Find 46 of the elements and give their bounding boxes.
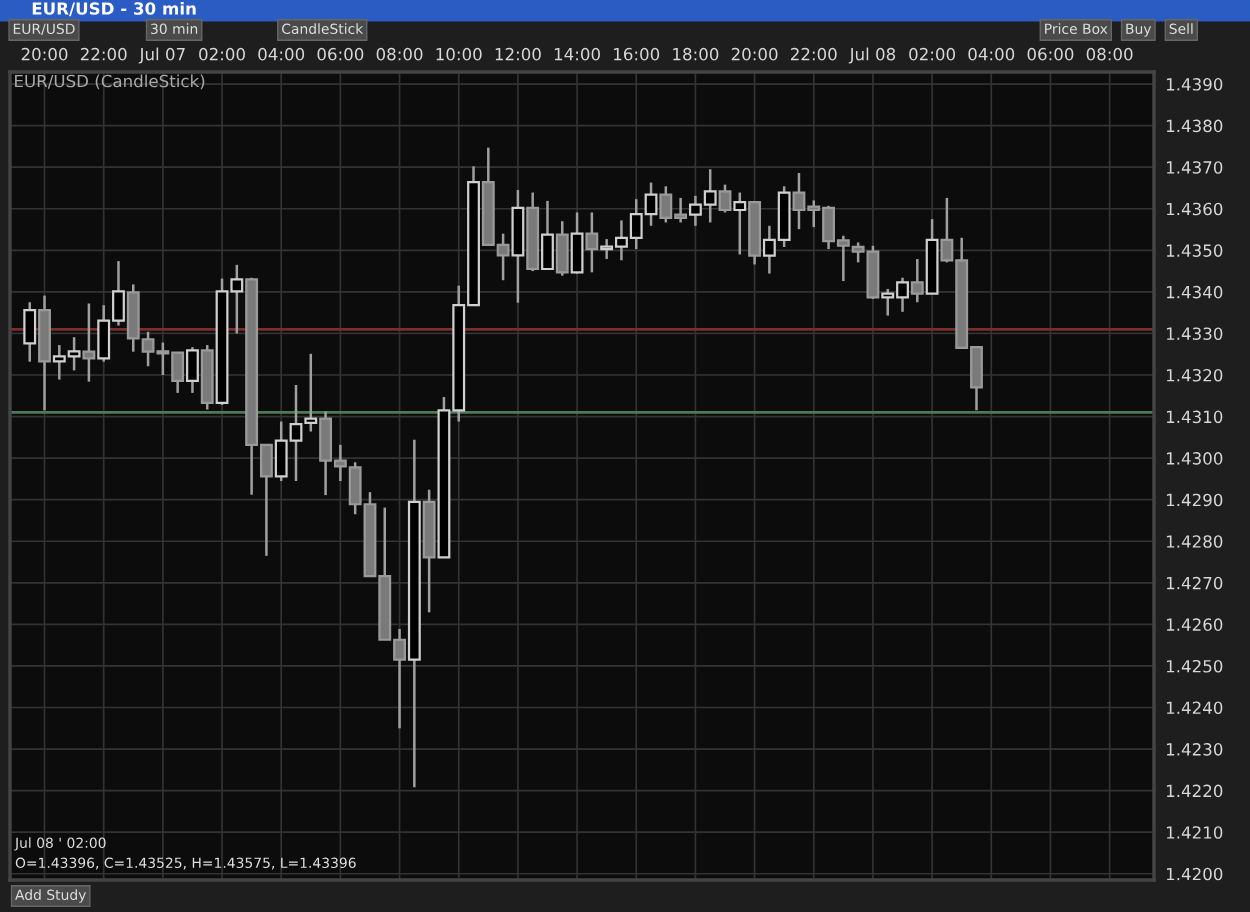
y-tick-label: 1.4390 <box>1166 78 1223 91</box>
x-tick-label: 02:00 <box>909 47 956 61</box>
x-tick-label: 10:00 <box>436 47 482 61</box>
chart-subtitle: EUR/USD (CandleStick) <box>15 74 205 90</box>
y-tick-label: 1.4250 <box>1166 659 1223 673</box>
x-tick-label: 12:00 <box>495 47 541 61</box>
y-tick-label: 1.4340 <box>1166 285 1223 299</box>
y-tick-label: 1.4360 <box>1166 202 1223 216</box>
y-tick-label: 1.4370 <box>1166 161 1223 174</box>
x-tick-label: Jul 07 <box>138 47 185 64</box>
y-tick-label: 1.4220 <box>1166 784 1223 798</box>
y-tick-label: 1.4330 <box>1166 327 1223 341</box>
x-tick-label: 06:00 <box>1027 47 1074 61</box>
x-tick-label: 22:00 <box>790 47 837 61</box>
x-tick-label: 22:00 <box>80 47 127 61</box>
y-tick-label: 1.4310 <box>1166 410 1223 424</box>
x-tick-label: 08:00 <box>1086 47 1133 61</box>
chart-title: EUR/USD - 30 min <box>32 1 196 17</box>
x-tick-label: Jul 08 <box>848 47 896 64</box>
x-tick-label: 20:00 <box>731 47 778 61</box>
y-tick-label: 1.4230 <box>1166 743 1223 756</box>
y-tick-label: 1.4320 <box>1166 368 1223 382</box>
y-tick-label: 1.4200 <box>1166 867 1223 881</box>
x-tick-label: 02:00 <box>199 47 245 61</box>
candlestick <box>82 302 96 383</box>
x-tick-label: 04:00 <box>258 47 305 61</box>
y-tick-label: 1.4270 <box>1166 576 1223 590</box>
x-tick-label: 08:00 <box>376 47 423 61</box>
x-tick-label: 14:00 <box>554 47 600 61</box>
x-tick-label: 16:00 <box>614 47 660 61</box>
y-tick-label: 1.4210 <box>1166 826 1223 839</box>
candlestick <box>718 183 732 214</box>
x-tick-label: 06:00 <box>317 47 364 61</box>
y-tick-label: 1.4280 <box>1166 535 1223 548</box>
y-tick-label: 1.4290 <box>1166 493 1223 507</box>
y-tick-label: 1.4240 <box>1166 701 1223 715</box>
y-tick-label: 1.4380 <box>1166 119 1223 133</box>
y-tick-label: 1.4350 <box>1166 244 1223 257</box>
candlestick <box>910 257 924 304</box>
x-tick-label: 20:00 <box>21 47 68 61</box>
x-tick-label: 18:00 <box>673 47 719 61</box>
y-tick-label: 1.4300 <box>1166 452 1223 465</box>
candlestick <box>585 211 599 274</box>
x-tick-label: 04:00 <box>968 47 1015 61</box>
y-tick-label: 1.4260 <box>1166 618 1223 631</box>
candlestick <box>555 219 569 277</box>
